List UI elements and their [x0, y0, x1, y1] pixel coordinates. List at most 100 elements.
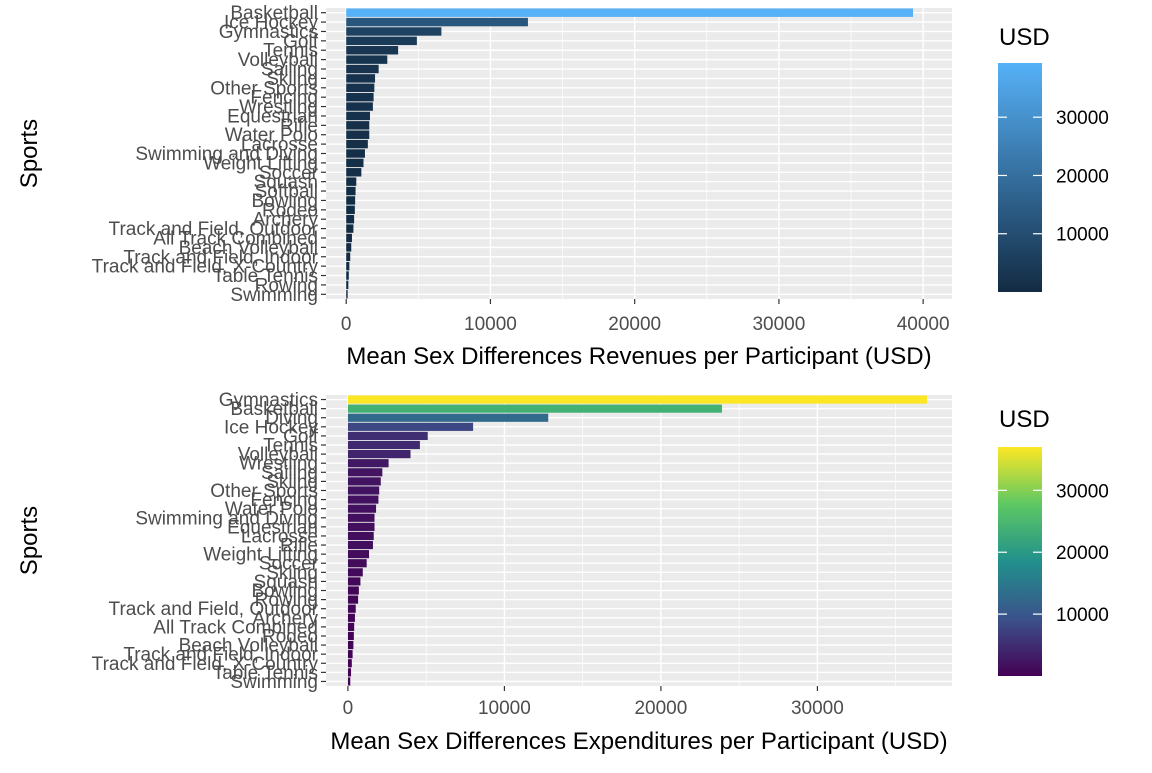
x-tick-label: 40000 [897, 314, 950, 335]
bar [347, 650, 353, 659]
y-tick-label: Beach Volleyball [179, 636, 318, 657]
y-tick-label: Water Polo [225, 125, 318, 146]
y-tick-label: Water Polo [225, 499, 318, 520]
y-tick-label: Archery [253, 608, 319, 629]
plot-background [326, 395, 952, 686]
bar [346, 64, 379, 74]
bar [346, 27, 442, 36]
y-tick-label: Rifle [280, 536, 318, 557]
bar [347, 495, 379, 504]
y-tick-label: Rowing [255, 275, 318, 296]
bar [347, 504, 377, 513]
legend-tick-label: 30000 [1056, 481, 1109, 502]
y-tick-label: Skiing [266, 69, 318, 90]
bar [346, 168, 362, 177]
legend-tick-label: 10000 [1056, 225, 1109, 246]
bar [346, 121, 370, 130]
bar [347, 631, 354, 641]
y-tick-label: Beach Volleyball [179, 238, 318, 259]
bar [346, 243, 352, 252]
x-tick-label: 0 [341, 314, 352, 335]
y-tick-label: Other Sports [210, 481, 318, 502]
bar [346, 17, 528, 27]
y-tick-label: Ice Hockey [224, 417, 318, 438]
y-tick-label: Equestrian [227, 517, 318, 538]
x-tick-label: 20000 [608, 314, 661, 335]
y-tick-label: Volleyball [238, 445, 318, 466]
legend-tick-label: 20000 [1056, 166, 1109, 187]
bar [347, 668, 352, 677]
y-tick-label: Gymnastics [219, 22, 318, 43]
bar [346, 36, 417, 46]
y-tick-label: Rowing [255, 590, 318, 611]
bar [346, 158, 364, 168]
bar [346, 130, 370, 139]
bar [346, 252, 351, 261]
y-tick-label: Rodeo [262, 200, 318, 221]
y-tick-label: Skiing [266, 563, 318, 584]
bar [347, 531, 374, 541]
y-tick-label: Track and Field, X-Country [92, 257, 319, 278]
bar [347, 604, 356, 613]
bar [347, 622, 355, 631]
bar [346, 224, 354, 233]
y-tick-label: Swimming [230, 285, 318, 306]
bar [347, 431, 428, 441]
x-tick-label: 10000 [478, 698, 531, 719]
bar [347, 568, 363, 577]
color-legend: USD 10000 20000 30000 [998, 406, 1109, 676]
y-tick-label: Track and Field, Outdoor [109, 599, 319, 620]
bar [347, 613, 355, 622]
bar [347, 586, 359, 595]
y-tick-label: Bowling [251, 581, 318, 602]
y-tick-label: Gymnastics [219, 390, 318, 411]
bar [347, 459, 389, 468]
x-tick-label: 20000 [634, 698, 687, 719]
y-tick-label: Skiing [266, 472, 318, 493]
bar [346, 205, 355, 215]
y-tick-label: Swimming [230, 672, 318, 693]
y-tick-label: Diving [265, 408, 318, 429]
bar [346, 46, 399, 55]
bar [346, 55, 388, 64]
y-tick-label: Fencing [250, 88, 318, 109]
bar [347, 577, 361, 586]
bar [346, 83, 375, 93]
x-tick-label: 30000 [752, 314, 805, 335]
y-tick-label: Basketball [230, 3, 318, 24]
y-tick-label: Sailing [261, 60, 318, 81]
y-tick-label: Track and Field, Indoor [123, 247, 318, 268]
legend-colorbar [998, 63, 1042, 292]
bar [347, 659, 352, 668]
bar [347, 395, 927, 404]
y-tick-label: Rifle [280, 116, 318, 137]
y-tick-label: Table Tennis [213, 663, 318, 684]
y-tick-label: All Track Combined [153, 617, 318, 638]
legend-colorbar [998, 447, 1042, 676]
y-tick-label: Lacrosse [241, 526, 318, 547]
y-tick-label: Golf [283, 426, 319, 447]
y-tick-label: Golf [283, 31, 319, 52]
y-tick-label: Sailing [261, 463, 318, 484]
bar [347, 413, 549, 422]
legend-title: USD [999, 24, 1050, 51]
bar [347, 640, 354, 650]
bar [347, 486, 380, 495]
bar [346, 92, 374, 102]
bar [347, 677, 351, 686]
y-tick-label: Soccer [259, 554, 319, 575]
y-tick-label: Archery [253, 210, 319, 231]
bar [347, 468, 383, 477]
bar [347, 550, 370, 559]
y-tick-label: Equestrian [227, 106, 318, 127]
bar [346, 233, 352, 243]
bar [346, 8, 914, 17]
bar [347, 522, 375, 531]
y-tick-label: Soccer [259, 163, 319, 184]
y-tick-label: Basketball [230, 399, 318, 420]
bar [346, 74, 376, 83]
legend-tick-label: 30000 [1056, 108, 1109, 129]
